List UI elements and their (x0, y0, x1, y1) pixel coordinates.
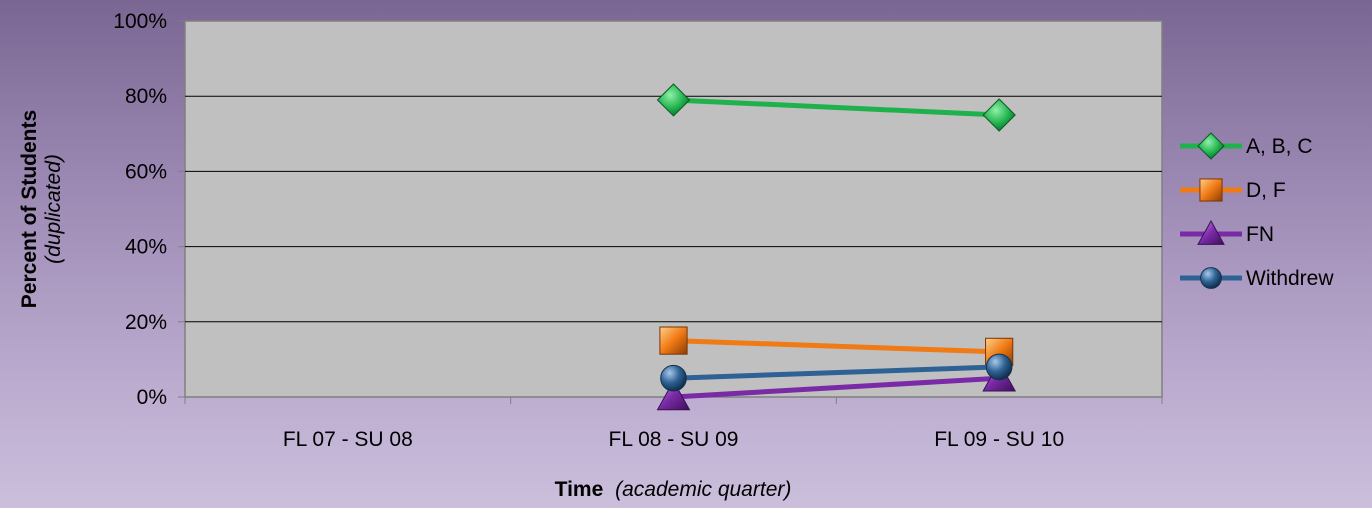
x-axis-title-sub: (academic quarter) (615, 478, 791, 501)
marker-diamond (982, 98, 1016, 132)
legend-label: FN (1246, 223, 1274, 246)
x-axis-ticks: FL 07 - SU 08 FL 08 - SU 09 FL 09 - SU 10 (184, 397, 1163, 451)
series-a-b-c (656, 83, 1016, 132)
series-withdrew (660, 353, 1013, 392)
legend-item: A, B, C (1180, 132, 1313, 160)
x-axis-title: Time (academic quarter) (555, 478, 792, 501)
legend-item: Withdrew (1180, 267, 1334, 290)
series-line (673, 364, 1000, 381)
series-line (673, 97, 1000, 118)
x-tick-label: FL 09 - SU 10 (934, 428, 1064, 451)
series-d-f (659, 326, 1014, 366)
y-tick-label: 40% (125, 236, 167, 259)
series-layer (656, 83, 1017, 411)
y-axis-ticks: 0% 20% 40% 60% 80% 100% (113, 10, 185, 409)
legend-item: D, F (1180, 178, 1286, 202)
series-line (673, 338, 1000, 355)
y-tick-label: 0% (137, 386, 167, 409)
marker-square (1199, 178, 1223, 202)
marker-circle (660, 364, 687, 392)
y-axis-title-main: Percent of Students (18, 110, 41, 308)
x-tick-label: FL 08 - SU 09 (609, 428, 739, 451)
marker-triangle (656, 379, 691, 411)
y-tick-label: 80% (125, 85, 167, 108)
marker-triangle (1197, 219, 1225, 245)
marker-circle (985, 353, 1013, 381)
y-tick-label: 60% (125, 160, 167, 183)
legend-label: Withdrew (1246, 267, 1334, 290)
y-tick-label: 20% (125, 311, 167, 334)
marker-circle (1200, 267, 1222, 289)
legend-label: D, F (1246, 179, 1286, 202)
marker-diamond (656, 83, 691, 117)
x-tick-label: FL 07 - SU 08 (283, 428, 413, 451)
series-line (673, 375, 1000, 400)
legend-label: A, B, C (1246, 135, 1313, 158)
legend-item: FN (1180, 219, 1274, 246)
y-axis-title: Percent of Students (duplicated) (18, 110, 65, 308)
marker-diamond (1197, 132, 1225, 160)
legend: A, B, C D, F FN Withdrew (1180, 132, 1334, 290)
marker-square (659, 326, 688, 355)
y-axis-title-sub: (duplicated) (42, 154, 65, 264)
x-axis-title-main: Time (555, 478, 604, 501)
y-tick-label: 100% (113, 10, 167, 33)
